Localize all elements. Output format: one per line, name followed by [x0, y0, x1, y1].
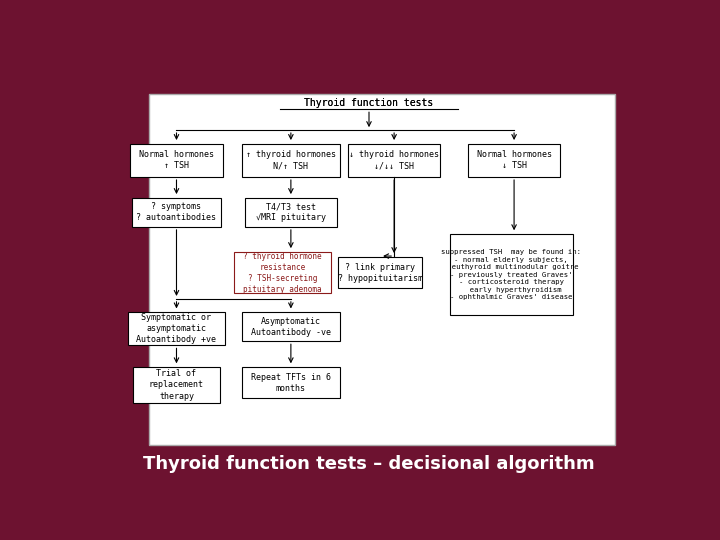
Text: Thyroid function tests: Thyroid function tests: [305, 98, 433, 108]
Text: ↓ thyroid hormones
↓/↓↓ TSH: ↓ thyroid hormones ↓/↓↓ TSH: [349, 150, 439, 171]
Bar: [133, 367, 220, 403]
Bar: [468, 144, 560, 177]
Text: ? symptoms
? autoantibodies: ? symptoms ? autoantibodies: [137, 202, 217, 222]
Text: Thyroid function tests – decisional algorithm: Thyroid function tests – decisional algo…: [143, 455, 595, 473]
Bar: [132, 198, 221, 227]
Text: Repeat TFTs in 6
months: Repeat TFTs in 6 months: [251, 373, 331, 393]
Bar: [348, 144, 440, 177]
Bar: [450, 234, 572, 315]
Text: ↑ thyroid hormones
N/↑ TSH: ↑ thyroid hormones N/↑ TSH: [246, 150, 336, 171]
Text: ? thyroid hormone
resistance
? TSH-secreting
pituitary adenoma: ? thyroid hormone resistance ? TSH-secre…: [243, 252, 322, 294]
Bar: [242, 367, 340, 399]
Text: ? link primary
? hypopituitarism: ? link primary ? hypopituitarism: [338, 262, 423, 283]
Text: Symptomatic or
asymptomatic
Autoantibody +ve: Symptomatic or asymptomatic Autoantibody…: [137, 313, 217, 345]
Bar: [130, 144, 222, 177]
Text: Normal hormones
↓ TSH: Normal hormones ↓ TSH: [477, 150, 552, 171]
Bar: [127, 312, 225, 346]
Bar: [338, 257, 422, 288]
Text: Trial of
replacement
therapy: Trial of replacement therapy: [149, 369, 204, 401]
Text: Normal hormones
↑ TSH: Normal hormones ↑ TSH: [139, 150, 214, 171]
Bar: [245, 198, 337, 227]
Text: Asymptomatic
Autoantibody -ve: Asymptomatic Autoantibody -ve: [251, 316, 331, 337]
Text: suppressed TSH  may be found in:
- normal elderly subjects,
  euthyroid multinod: suppressed TSH may be found in: - normal…: [441, 249, 581, 300]
Bar: [234, 252, 331, 294]
Bar: [242, 312, 340, 341]
Text: Thyroid function tests: Thyroid function tests: [305, 98, 433, 108]
Bar: [148, 94, 615, 446]
Text: T4/T3 test
√MRI pituitary: T4/T3 test √MRI pituitary: [256, 202, 326, 222]
Bar: [242, 144, 340, 177]
